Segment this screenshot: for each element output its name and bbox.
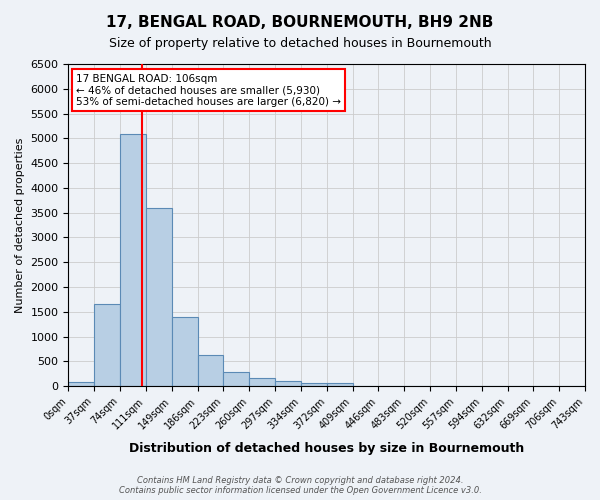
Bar bbox=[68, 382, 94, 386]
Bar bbox=[197, 356, 223, 386]
Text: Size of property relative to detached houses in Bournemouth: Size of property relative to detached ho… bbox=[109, 38, 491, 51]
Text: Contains HM Land Registry data © Crown copyright and database right 2024.
Contai: Contains HM Land Registry data © Crown c… bbox=[119, 476, 481, 495]
Bar bbox=[94, 304, 120, 386]
Bar bbox=[120, 134, 146, 386]
Bar bbox=[146, 208, 172, 386]
Bar bbox=[172, 317, 197, 386]
Bar bbox=[223, 372, 249, 386]
Bar bbox=[249, 378, 275, 386]
Y-axis label: Number of detached properties: Number of detached properties bbox=[15, 138, 25, 313]
Text: 17 BENGAL ROAD: 106sqm
← 46% of detached houses are smaller (5,930)
53% of semi-: 17 BENGAL ROAD: 106sqm ← 46% of detached… bbox=[76, 74, 341, 107]
Bar bbox=[327, 383, 353, 386]
X-axis label: Distribution of detached houses by size in Bournemouth: Distribution of detached houses by size … bbox=[129, 442, 524, 455]
Bar bbox=[275, 381, 301, 386]
Bar bbox=[301, 383, 327, 386]
Text: 17, BENGAL ROAD, BOURNEMOUTH, BH9 2NB: 17, BENGAL ROAD, BOURNEMOUTH, BH9 2NB bbox=[106, 15, 494, 30]
